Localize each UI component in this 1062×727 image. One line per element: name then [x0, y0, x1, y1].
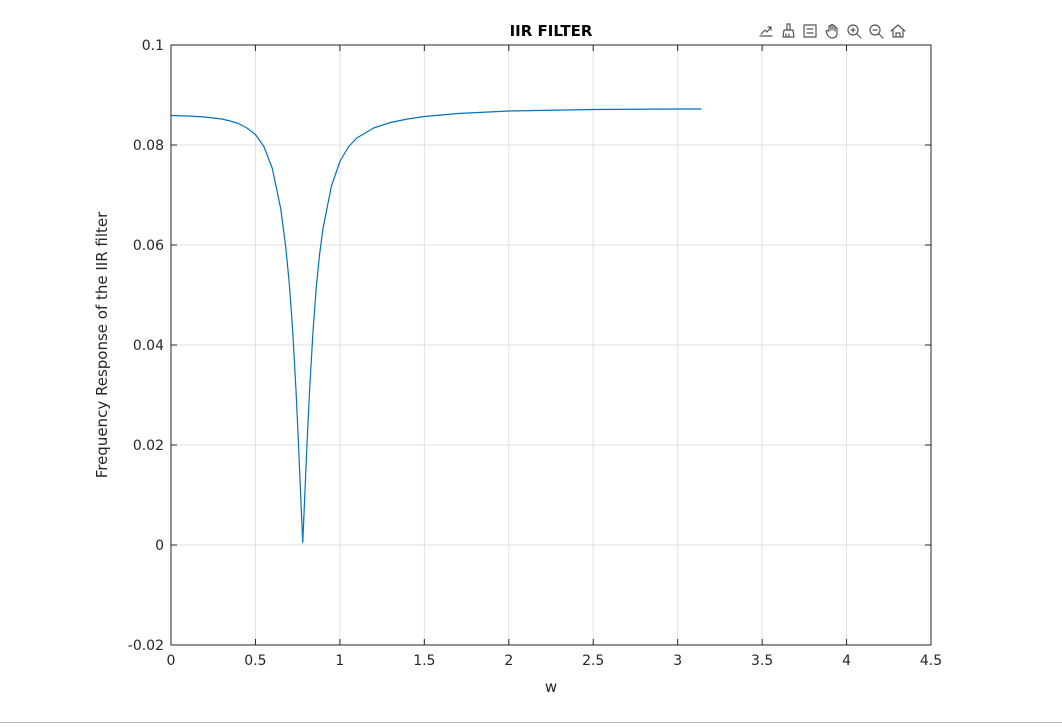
axes-frame: [170, 44, 932, 646]
x-tick-label: 2.5: [582, 653, 604, 669]
x-tick-labels: 0 0.5 1 1.5 2 2.5 3 3.5 4 4.5: [167, 653, 943, 669]
x-tick-label: 4.5: [920, 653, 942, 669]
y-tick-label: 0.1: [142, 38, 164, 54]
y-tick-label: -0.02: [128, 638, 164, 654]
zoom-out-icon[interactable]: [866, 21, 886, 41]
window-bottom-divider: [0, 722, 1062, 723]
x-axis-label: w: [545, 678, 557, 696]
y-tick-labels: -0.02 0 0.02 0.04 0.06 0.08 0.1: [128, 38, 164, 654]
x-tick-label: 0.5: [244, 653, 266, 669]
y-tick-label: 0.08: [133, 138, 164, 154]
y-tick-label: 0.02: [133, 438, 164, 454]
y-axis-label: Frequency Response of the IIR filter: [93, 211, 111, 478]
chart-title: IIR FILTER: [510, 22, 593, 40]
x-tick-label: 4: [842, 653, 851, 669]
x-tick-label: 3: [673, 653, 682, 669]
series-line-1: [170, 108, 702, 544]
zoom-in-icon[interactable]: [844, 21, 864, 41]
x-tick-label: 0: [167, 653, 176, 669]
pan-hand-icon[interactable]: [822, 21, 842, 41]
axes-toolbar: [756, 21, 908, 41]
export-icon[interactable]: [756, 21, 776, 41]
x-tick-label: 1: [335, 653, 344, 669]
data-tips-icon[interactable]: [800, 21, 820, 41]
y-tick-label: 0.06: [133, 238, 164, 254]
y-tick-label: 0.04: [133, 338, 164, 354]
home-icon[interactable]: [888, 21, 908, 41]
x-tick-label: 1.5: [413, 653, 435, 669]
y-tick-label: 0: [155, 538, 164, 554]
x-tick-label: 2: [504, 653, 513, 669]
x-tick-label: 3.5: [751, 653, 773, 669]
brush-icon[interactable]: [778, 21, 798, 41]
